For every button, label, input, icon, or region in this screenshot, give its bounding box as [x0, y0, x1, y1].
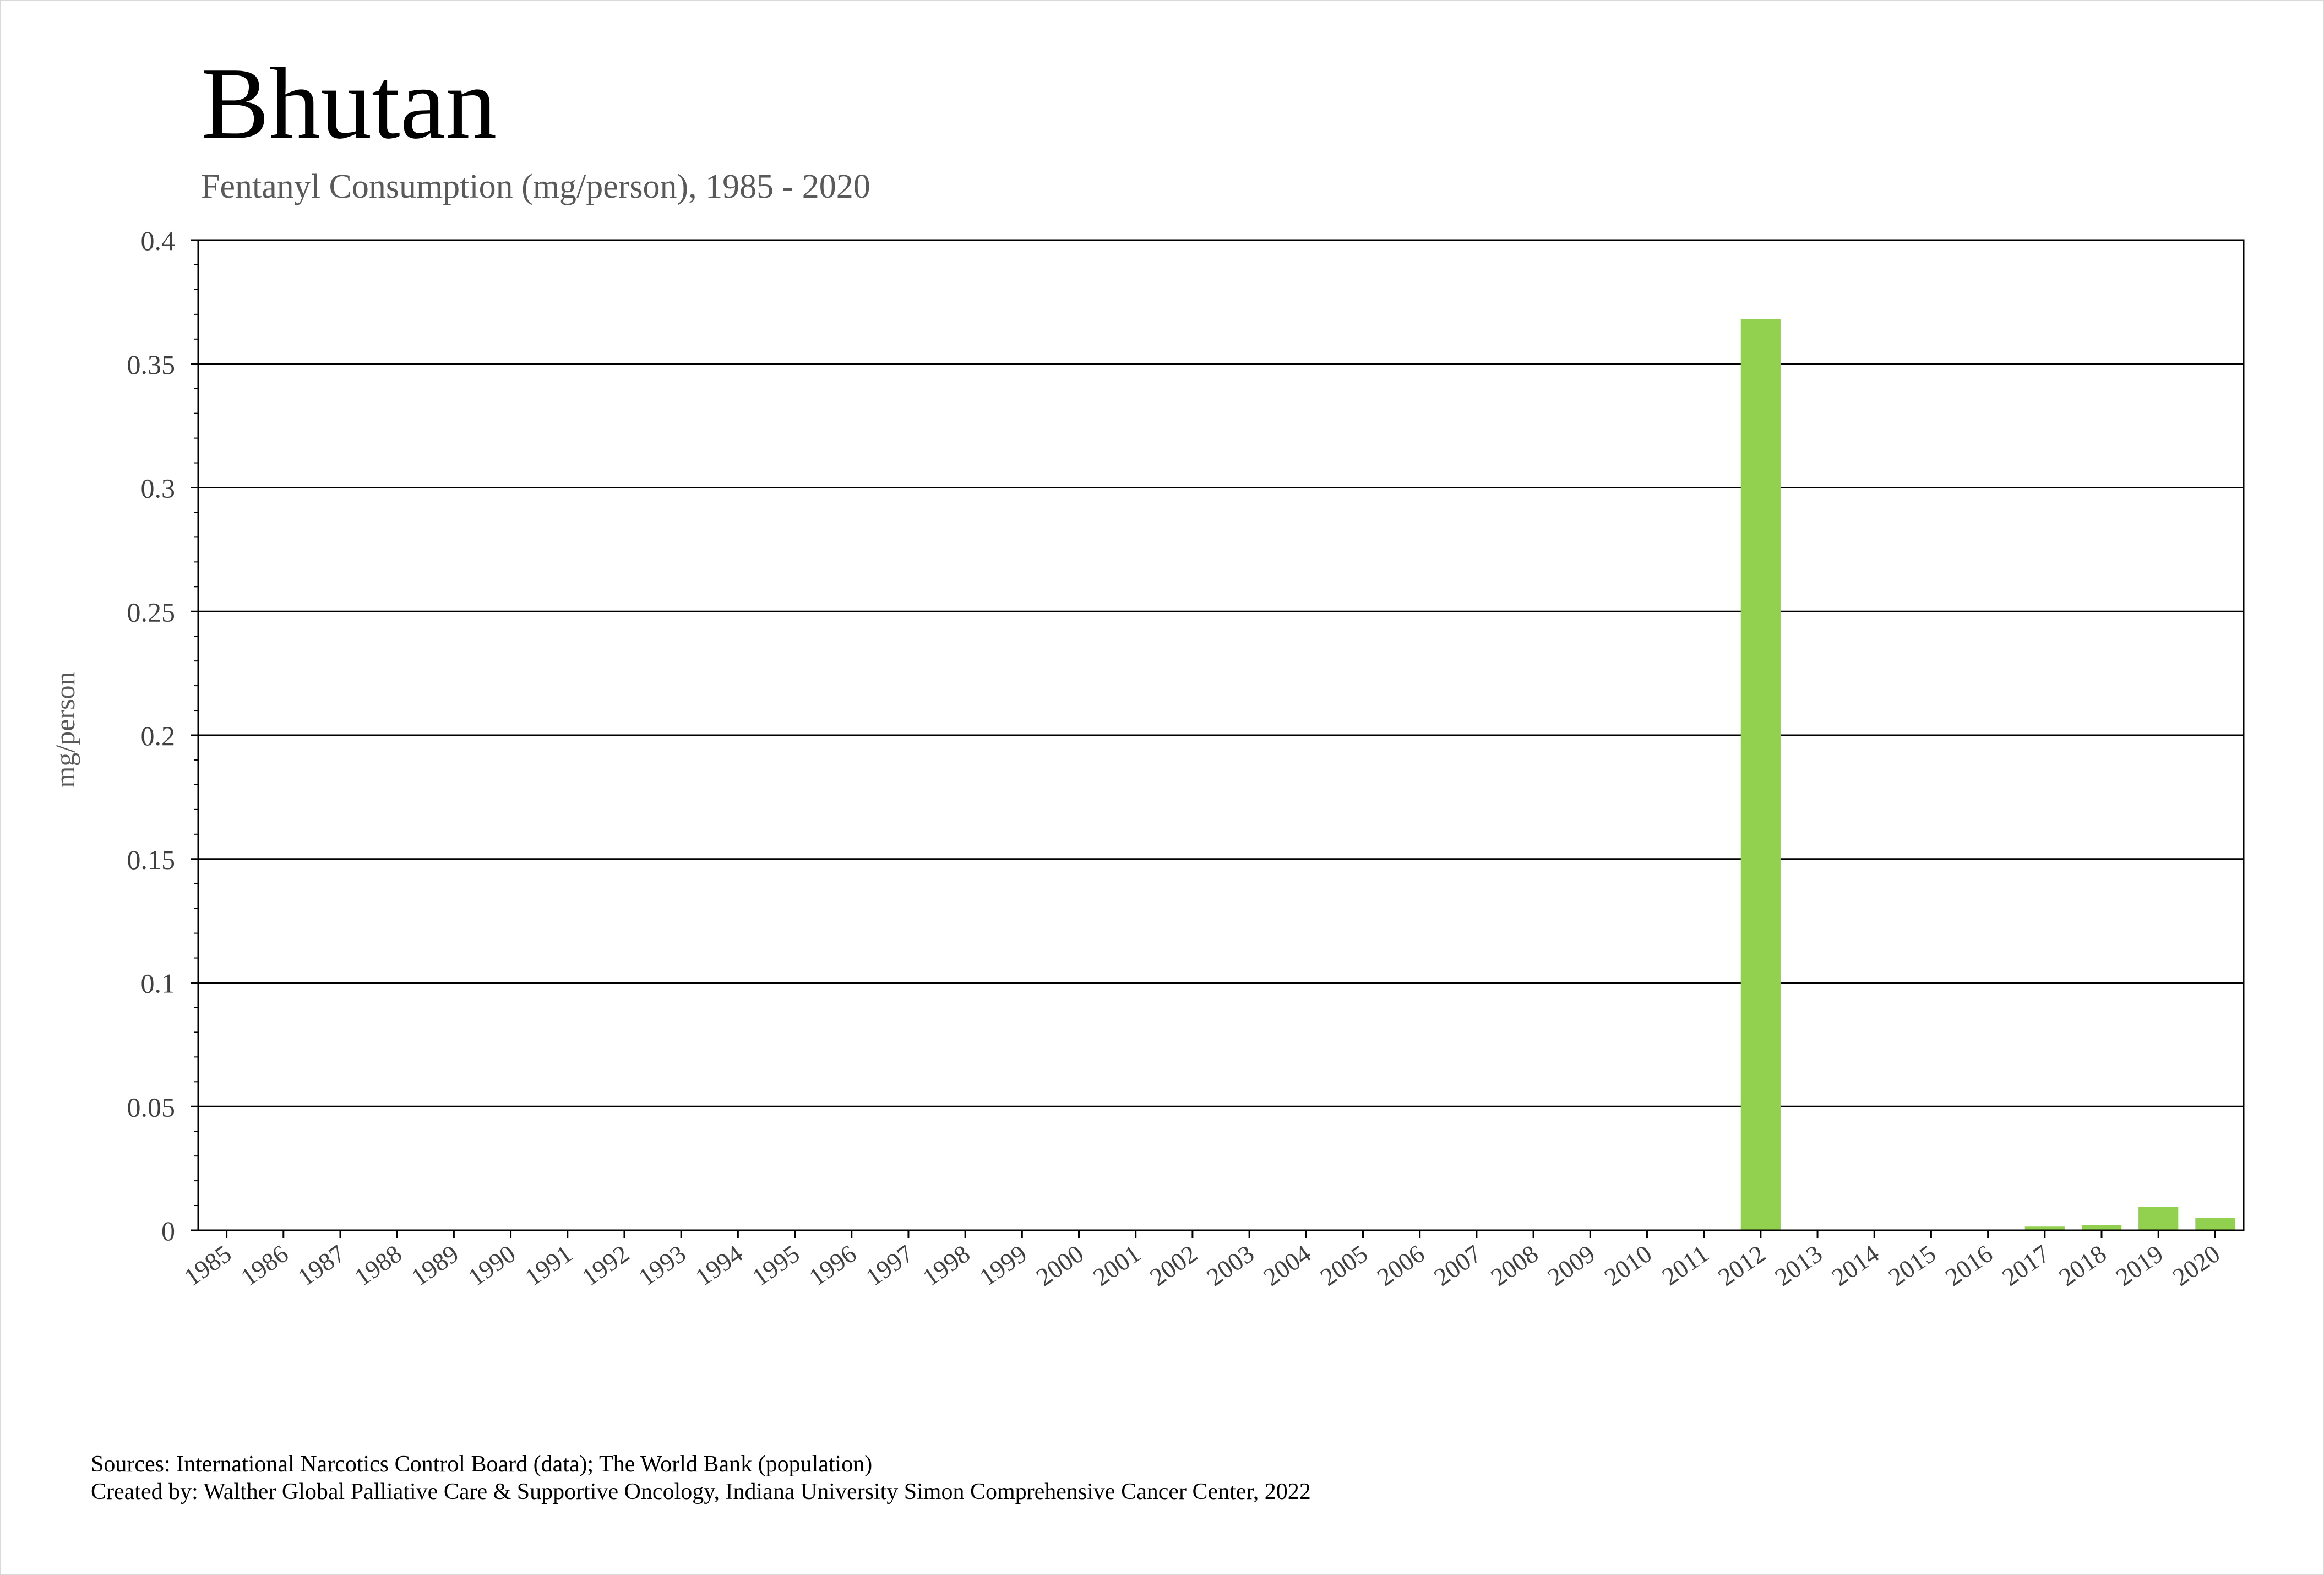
- x-tick-label: 1991: [520, 1239, 578, 1291]
- x-tick-label: 2004: [1258, 1239, 1316, 1291]
- chart-subtitle: Fentanyl Consumption (mg/person), 1985 -…: [201, 168, 870, 205]
- x-tick-label: 2002: [1145, 1239, 1202, 1291]
- x-tick-label: 2018: [2054, 1239, 2111, 1291]
- y-axis-label: mg/person: [50, 671, 80, 788]
- x-tick-label: 2009: [1542, 1239, 1600, 1291]
- footer-created-by: Created by: Walther Global Palliative Ca…: [91, 1479, 1311, 1505]
- y-tick-label: 0.35: [127, 349, 176, 380]
- x-tick-label: 1986: [236, 1239, 293, 1291]
- axes: [191, 239, 2245, 1238]
- x-tick-label: 2015: [1884, 1239, 1941, 1291]
- x-tick-label: 1988: [349, 1239, 407, 1291]
- plot-border: [197, 239, 2245, 1231]
- chart-title: Bhutan: [201, 47, 497, 160]
- y-tick-label: 0.1: [141, 968, 176, 999]
- x-tick-label: 1994: [690, 1239, 748, 1291]
- x-tick-label: 2010: [1599, 1239, 1657, 1291]
- x-tick-label: 2011: [1657, 1239, 1713, 1291]
- x-tick-label: 2014: [1826, 1239, 1884, 1291]
- bar-2018: [2081, 1225, 2122, 1230]
- y-tick-label: 0.2: [141, 720, 176, 751]
- x-tick-label: 2012: [1713, 1239, 1771, 1291]
- x-tick-label: 2003: [1201, 1239, 1259, 1291]
- x-tick-label: 2016: [1940, 1239, 1998, 1291]
- y-tick-labels: 0 0.05 0.1 0.15 0.2 0.25 0.3 0.35 0.4: [127, 225, 176, 1246]
- x-tick-label: 1995: [747, 1239, 805, 1291]
- y-tick-label: 0.05: [127, 1091, 176, 1122]
- x-tick-label: 2020: [2168, 1239, 2225, 1291]
- x-tick-label: 2000: [1031, 1239, 1089, 1291]
- x-tick-label: 1996: [804, 1239, 862, 1291]
- x-tick-label: 1985: [179, 1239, 237, 1291]
- y-tick-label: 0.3: [141, 473, 176, 504]
- bar-2019: [2138, 1207, 2179, 1230]
- x-tick-label: 1992: [576, 1239, 634, 1291]
- x-tick-label: 1987: [292, 1239, 350, 1291]
- gridlines: [198, 239, 2244, 1107]
- x-tick-label: 2017: [1997, 1239, 2055, 1291]
- x-tick-label: 1999: [974, 1239, 1032, 1291]
- x-tick-label: 2019: [2110, 1239, 2168, 1291]
- x-tick-label: 1990: [463, 1239, 521, 1291]
- bar-2017: [2024, 1226, 2065, 1230]
- bar-2012: [1740, 319, 1781, 1230]
- x-tick-label: 1997: [861, 1239, 918, 1291]
- footer-sources: Sources: International Narcotics Control…: [91, 1452, 873, 1477]
- bars: [1286, 319, 2235, 1230]
- x-tick-label: 2006: [1372, 1239, 1430, 1291]
- x-tick-labels: 1985198619871988198919901991199219931994…: [179, 1239, 2225, 1291]
- y-tick-label: 0: [161, 1215, 175, 1246]
- x-tick-label: 2013: [1770, 1239, 1827, 1291]
- y-tick-label: 0.4: [141, 225, 176, 256]
- x-tick-label: 2007: [1429, 1239, 1487, 1291]
- x-tick-label: 2001: [1088, 1239, 1146, 1291]
- x-tick-label: 1989: [406, 1239, 464, 1291]
- x-tick-label: 2005: [1315, 1239, 1373, 1291]
- y-tick-label: 0.25: [127, 596, 176, 627]
- x-tick-label: 2008: [1485, 1239, 1543, 1291]
- bar-2020: [2195, 1218, 2235, 1230]
- y-tick-label: 0.15: [127, 844, 176, 875]
- x-tick-label: 1998: [917, 1239, 975, 1291]
- x-tick-label: 1993: [633, 1239, 691, 1291]
